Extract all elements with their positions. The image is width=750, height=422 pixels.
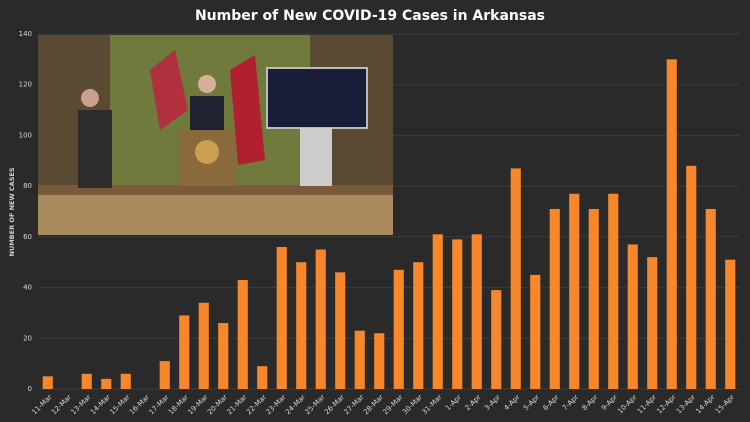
y-axis-label: NUMBER OF NEW CASES	[8, 167, 16, 256]
bar	[335, 272, 346, 389]
bar	[159, 361, 170, 389]
bar	[569, 193, 580, 389]
bar	[666, 59, 677, 389]
bar	[413, 262, 424, 389]
bar	[471, 234, 482, 389]
y-tick-label: 140	[19, 30, 32, 38]
bar	[276, 247, 287, 389]
bar	[647, 257, 658, 389]
bar	[179, 315, 190, 389]
bar	[101, 378, 112, 389]
bar	[257, 366, 268, 389]
bar	[530, 274, 541, 389]
bar	[705, 208, 716, 389]
bar	[42, 376, 53, 389]
y-tick-label: 60	[23, 233, 32, 241]
bar	[120, 373, 131, 389]
y-tick-label: 120	[19, 81, 32, 89]
bar	[588, 208, 599, 389]
bar	[374, 333, 385, 389]
bar	[354, 330, 365, 389]
bar	[198, 302, 209, 389]
y-tick-label: 20	[23, 334, 32, 342]
bar	[296, 262, 307, 389]
bar	[510, 168, 521, 389]
y-tick-label: 40	[23, 284, 32, 292]
press-photo	[38, 35, 393, 235]
bar	[549, 208, 560, 389]
bar	[608, 193, 619, 389]
y-tick-label: 80	[23, 182, 32, 190]
y-tick-label: 0	[28, 385, 32, 393]
bar	[725, 259, 736, 389]
bar	[491, 290, 502, 389]
bar	[452, 239, 463, 389]
y-tick-label: 100	[19, 131, 32, 139]
bar	[315, 249, 326, 389]
bar	[432, 234, 443, 389]
bar	[218, 323, 229, 389]
bar	[686, 165, 697, 389]
bar	[81, 373, 92, 389]
bar	[393, 269, 404, 389]
bar	[237, 279, 248, 389]
bar	[627, 244, 638, 389]
chart-title: Number of New COVID-19 Cases in Arkansas	[195, 8, 545, 24]
